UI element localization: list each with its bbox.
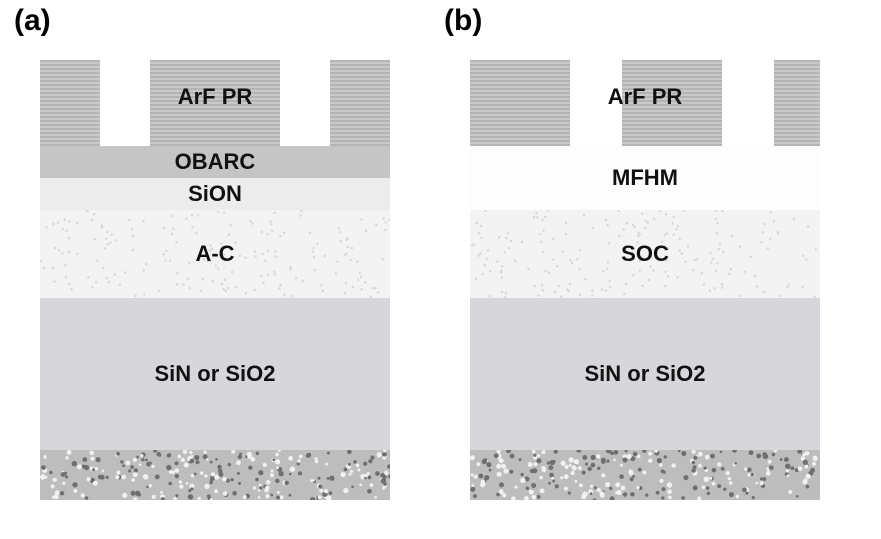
panel-b-label: (b)	[444, 4, 482, 38]
stack-b-pr-row: ArF PR	[470, 60, 820, 146]
stack-a-layer-sion-text: SiON	[188, 181, 242, 207]
stack-b-pr-label: ArF PR	[470, 84, 820, 110]
stack-a-layer-sion: SiON	[40, 178, 390, 210]
stack-b-layer-sin: SiN or SiO2	[470, 298, 820, 450]
panel-b-label-text: (b)	[444, 4, 482, 37]
stack-b: ArF PR MFHM SOC SiN or SiO2	[470, 60, 820, 500]
stack-b-layer-mfhm: MFHM	[470, 146, 820, 210]
stack-a-layer-ac-text: A-C	[195, 241, 234, 267]
stack-a-layer-substrate	[40, 450, 390, 500]
panel-a-label-text: (a)	[14, 4, 51, 37]
stack-a-layer-ac: A-C	[40, 210, 390, 298]
stack-a-pr-label: ArF PR	[40, 84, 390, 110]
stack-a: ArF PR OBARC SiON A-C SiN or SiO2	[40, 60, 390, 500]
stack-a-layer-obarc: OBARC	[40, 146, 390, 178]
panel-a-label: (a)	[14, 4, 51, 38]
stack-b-layer-sin-text: SiN or SiO2	[584, 361, 705, 387]
stack-a-pr-row: ArF PR	[40, 60, 390, 146]
stack-a-layer-sin: SiN or SiO2	[40, 298, 390, 450]
stack-a-layer-sin-text: SiN or SiO2	[154, 361, 275, 387]
stack-b-layer-mfhm-text: MFHM	[612, 165, 678, 191]
stack-b-layer-soc-text: SOC	[621, 241, 669, 267]
stack-b-layer-substrate	[470, 450, 820, 500]
stack-a-layer-obarc-text: OBARC	[175, 149, 256, 175]
stack-b-layer-soc: SOC	[470, 210, 820, 298]
